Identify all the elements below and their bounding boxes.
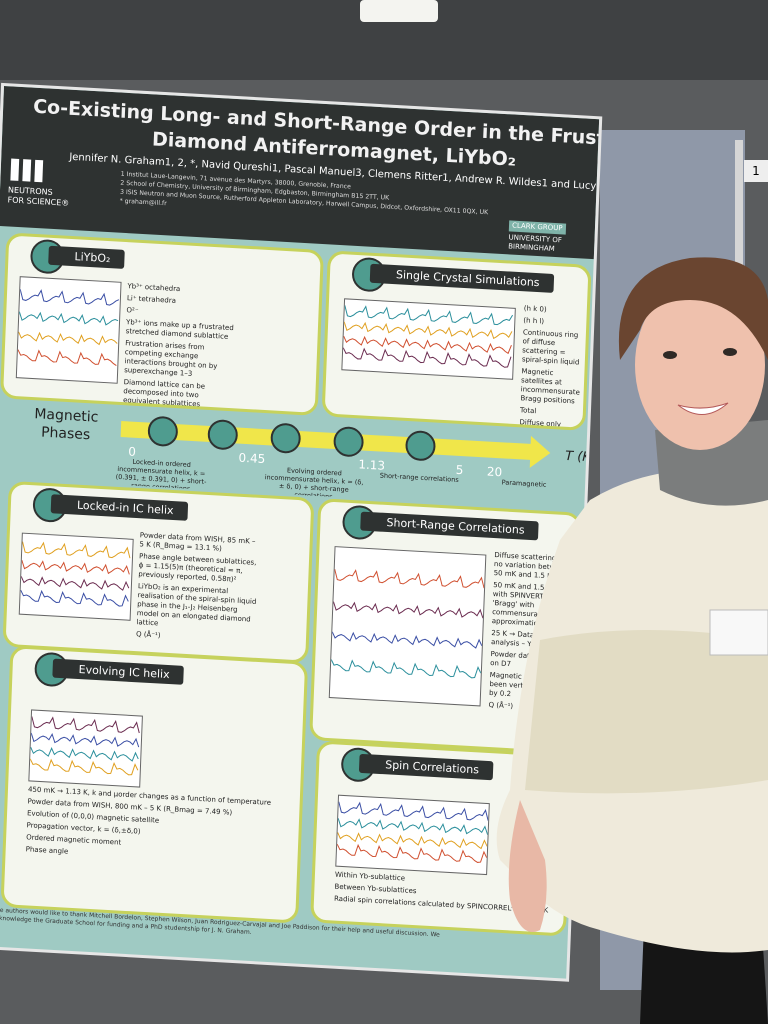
panel: Spin Correlations Within Yb-sublattice Bet… bbox=[310, 740, 573, 937]
panel: Short-Range Correlations Diffuse scatteri… bbox=[309, 498, 583, 755]
plot-trace bbox=[20, 576, 130, 591]
plot-trace bbox=[334, 569, 485, 589]
poster-header: Co-Existing Long- and Short-Range Order … bbox=[0, 86, 600, 260]
plot-trace bbox=[19, 289, 120, 306]
phase-icon bbox=[405, 430, 436, 461]
plot-trace bbox=[21, 560, 130, 575]
plot-trace bbox=[18, 331, 118, 346]
name-badge bbox=[709, 609, 768, 656]
plot-graphic bbox=[336, 801, 489, 863]
plot-area bbox=[28, 709, 143, 788]
plot-area bbox=[18, 532, 134, 621]
plot-trace bbox=[337, 818, 489, 835]
panel: Single Crystal Simulations (h k 0) (h h l)… bbox=[321, 250, 592, 431]
phase-icon bbox=[270, 423, 301, 454]
plot-trace bbox=[30, 732, 140, 748]
eye bbox=[723, 348, 737, 356]
plot-trace bbox=[18, 311, 119, 326]
panel: Evolving IC helix 450 mK → 1.13 K, k and … bbox=[0, 645, 309, 924]
smile bbox=[677, 402, 729, 415]
plot-trace bbox=[336, 843, 488, 863]
panel: Locked-in IC helix Powder data from WISH,… bbox=[2, 480, 315, 664]
plot-graphic bbox=[17, 289, 120, 366]
poster: Co-Existing Long- and Short-Range Order … bbox=[0, 86, 600, 979]
plot-area bbox=[341, 298, 516, 380]
phase-icon bbox=[333, 426, 364, 457]
phase-tick-label: 5 bbox=[456, 463, 464, 477]
hand bbox=[508, 800, 547, 932]
phase-tick-label: 1.13 bbox=[358, 457, 385, 472]
plot-trace bbox=[22, 541, 131, 559]
phase-label: Phases bbox=[41, 425, 91, 444]
plot-graphic bbox=[29, 716, 140, 776]
plot-area bbox=[15, 276, 122, 384]
plot-graphic bbox=[20, 541, 131, 607]
logo: NEUTRONS FOR SCIENCE® bbox=[7, 156, 70, 208]
logo-mark bbox=[10, 158, 44, 183]
board-number: 1 bbox=[744, 160, 768, 182]
eye bbox=[663, 351, 677, 359]
plot-trace bbox=[343, 321, 513, 340]
hair bbox=[618, 257, 768, 360]
plot-trace bbox=[342, 347, 512, 368]
face bbox=[635, 280, 765, 450]
plot-graphic bbox=[330, 569, 485, 679]
ceiling-light bbox=[360, 0, 438, 22]
phase-tick-label: 0.45 bbox=[238, 451, 265, 466]
phase-tick-label: 20 bbox=[487, 465, 503, 480]
plot-trace bbox=[343, 335, 512, 355]
plot-trace bbox=[20, 589, 129, 607]
phase-label: Magnetic bbox=[34, 406, 99, 426]
plot-trace bbox=[31, 716, 140, 734]
plot-trace bbox=[30, 746, 139, 762]
phase-icon bbox=[207, 419, 238, 450]
plot-graphic bbox=[342, 305, 514, 368]
phase-icon bbox=[147, 416, 178, 447]
axis-label: T (K) bbox=[565, 449, 587, 466]
plot-trace bbox=[331, 631, 483, 649]
plot-area bbox=[328, 546, 487, 707]
plot-trace bbox=[344, 305, 514, 326]
plot-trace bbox=[17, 349, 117, 366]
plot-trace bbox=[332, 601, 484, 619]
sweater-pattern bbox=[525, 630, 768, 794]
plot-trace bbox=[337, 832, 488, 850]
panel: LiYbO₂ Yb³⁺ octahedra Li⁺ tetrahedra O²⁻ Yb³… bbox=[0, 232, 324, 416]
plot-trace bbox=[330, 659, 482, 679]
phase-diagram: Magnetic Phases T (K) 0 0.45 1.13 5 20Locked… bbox=[34, 406, 587, 498]
plot-area bbox=[335, 794, 490, 876]
plot-trace bbox=[338, 801, 489, 821]
phase-tick-label: 0 bbox=[128, 444, 136, 458]
plot-trace bbox=[29, 758, 139, 776]
